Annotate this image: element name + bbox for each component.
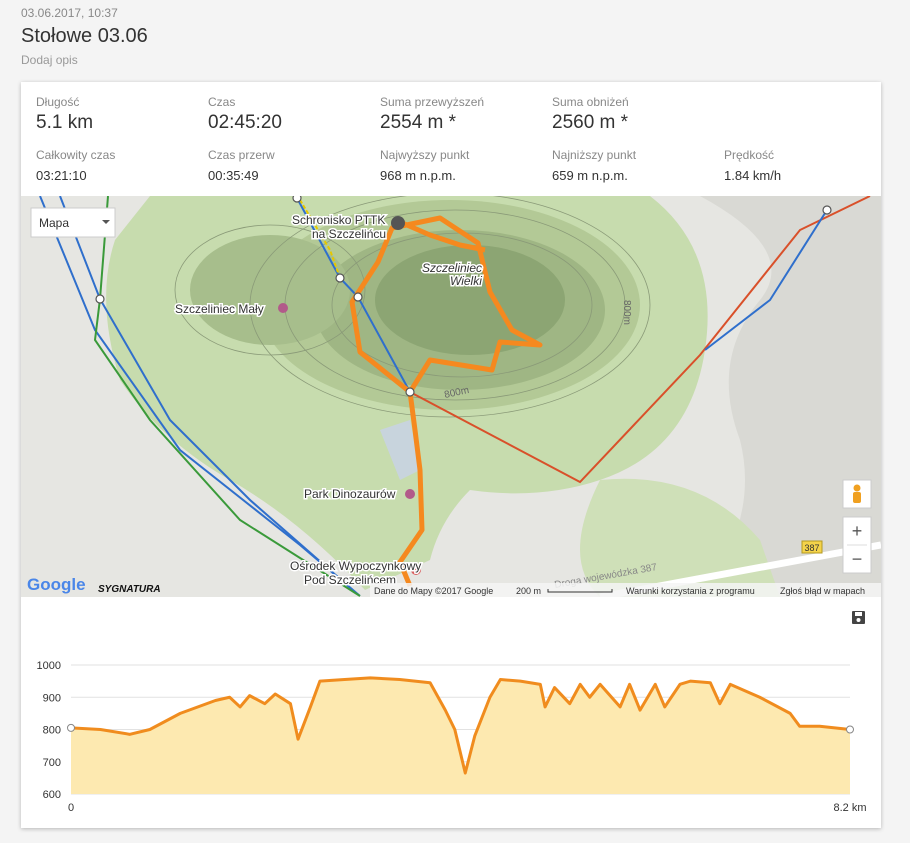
map-type-selector[interactable] <box>30 207 116 238</box>
save-icon[interactable] <box>852 611 865 624</box>
zoom-out[interactable]: − <box>852 549 863 569</box>
stat-value: 5.1 km <box>36 112 94 133</box>
scale-label: 200 m <box>516 586 541 596</box>
end-point <box>846 725 854 734</box>
stat-label: Czas <box>208 95 236 109</box>
date: 03.06.2017, 10:37 <box>21 6 118 20</box>
stat-label: Suma przewyższeń <box>380 95 485 109</box>
map-label: Wielki <box>450 274 482 288</box>
zoom-in[interactable]: + <box>852 521 863 541</box>
stat-value: 659 m n.p.m. <box>552 168 628 183</box>
y-tick-label: 900 <box>43 692 61 704</box>
stat-value: 02:45:20 <box>208 112 282 133</box>
map-label: Ośrodek Wypoczynkowy <box>290 559 421 573</box>
map-label: Szczeliniec Mały <box>175 302 264 316</box>
x-tick-label: 8.2 km <box>833 802 866 814</box>
stat-value: 2554 m * <box>380 112 457 133</box>
stat-value: 1.84 km/h <box>724 168 782 183</box>
stat-label: Najwyższy punkt <box>380 148 470 162</box>
map-label: Szczeliniec <box>422 261 482 275</box>
stat-value: 03:21:10 <box>36 168 87 183</box>
stat-label: Całkowity czas <box>36 148 116 162</box>
add-description[interactable]: Dodaj opis <box>21 53 78 67</box>
y-tick-label: 600 <box>43 789 61 801</box>
map-label: na Szczelińcu <box>312 227 386 241</box>
report-link[interactable]: Zgłoś błąd w mapach <box>780 586 865 596</box>
title: Stołowe 03.06 <box>21 25 148 47</box>
y-tick-label: 700 <box>43 757 61 769</box>
stat-label: Czas przerw <box>208 148 275 162</box>
contour-label: 800m <box>621 300 632 325</box>
google-logo: Google <box>27 575 86 594</box>
map[interactable]: Schronisko PTTK na Szczelińcu Szczelinie… <box>21 196 881 597</box>
x-tick-label: 0 <box>68 802 74 814</box>
terms-link[interactable]: Warunki korzystania z programu <box>626 586 755 596</box>
stat-value: 968 m n.p.m. <box>380 168 456 183</box>
map-label: Schronisko PTTK <box>292 213 385 227</box>
stat-label: Suma obniżeń <box>552 95 629 109</box>
stat-label: Długość <box>36 95 80 109</box>
area-fill <box>71 677 850 794</box>
y-tick-label: 1000 <box>37 660 61 672</box>
stat-label: Najniższy punkt <box>552 148 637 162</box>
map-label: Park Dinozaurów <box>304 487 396 501</box>
stat-value: 2560 m * <box>552 112 629 133</box>
attribution: Dane do Mapy ©2017 Google <box>374 586 493 596</box>
end-point <box>67 723 75 732</box>
brand-logo: SYGNATURA <box>98 584 161 595</box>
contour-label: 800m <box>443 385 470 401</box>
map-type-label: Mapa <box>39 216 69 230</box>
y-tick-label: 800 <box>43 725 61 737</box>
stat-value: 00:35:49 <box>208 168 259 183</box>
stat-label: Prędkość <box>724 148 775 162</box>
road-number: 387 <box>804 543 819 553</box>
elevation-line <box>70 676 851 775</box>
